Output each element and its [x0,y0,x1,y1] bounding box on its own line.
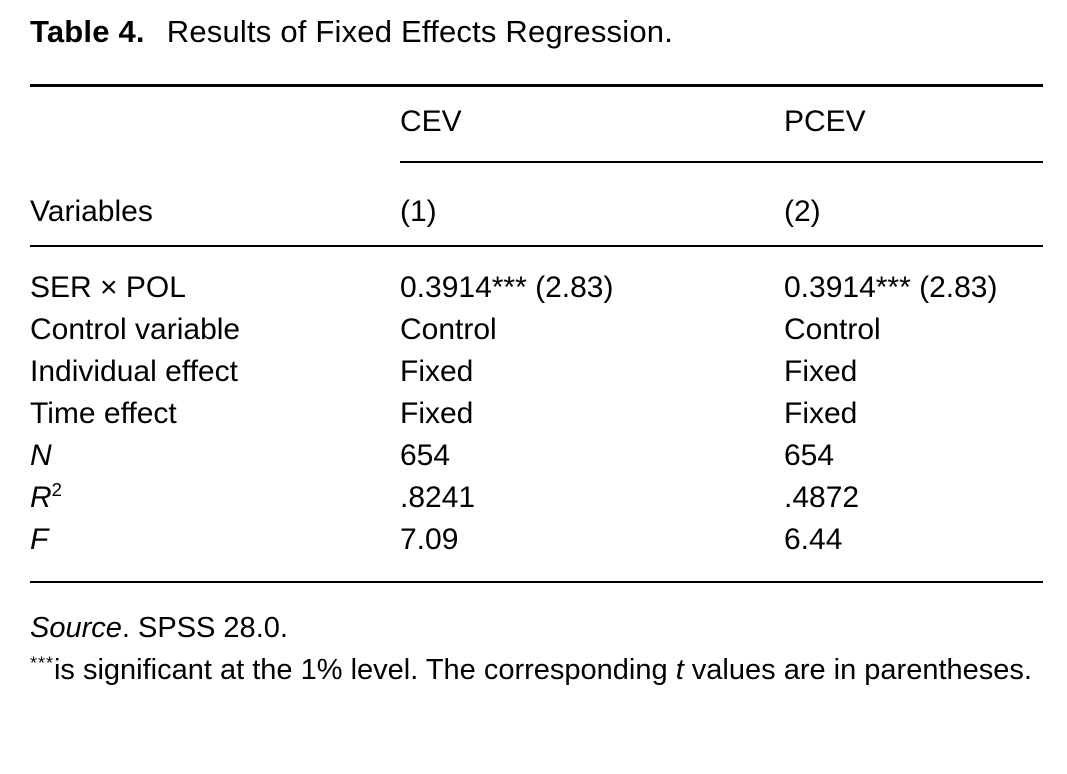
model-1-header: (1) [400,195,437,228]
source-label: Source [30,612,122,644]
cell-pcev-time-effect: Fixed [784,397,858,430]
column-group-underline [400,161,1043,163]
row-label-individual-effect: Individual effect [30,355,238,388]
cell-cev-f: 7.09 [400,523,459,556]
header-body-rule [30,245,1043,247]
column-group-rule-row [30,161,1043,163]
model-2-header: (2) [784,195,821,228]
bottom-rule [30,581,1043,583]
cell-cev-time-effect: Fixed [400,397,474,430]
table-title-text: Results of Fixed Effects Regression. [166,14,674,49]
table-title: Table 4. Results of Fixed Effects Regress… [30,10,1043,54]
top-rule [30,84,1043,87]
cell-pcev-n: 654 [784,439,835,472]
cell-cev-control-variable: Control [400,313,497,346]
paper-table-page: Table 4. Results of Fixed Effects Regress… [0,10,1067,691]
variables-header: Variables [30,195,153,228]
column-group-pcev: PCEV [784,105,866,138]
cell-pcev-ser-pol: 0.3914*** (2.83) [784,271,998,304]
r-squared-exponent: 2 [51,479,63,500]
table-notes: Source. SPSS 28.0. ***is significant at … [30,607,1043,691]
significance-text-2: values are in parentheses. [683,654,1032,686]
row-label-n: N [30,439,52,472]
significance-stars: *** [30,652,54,673]
row-label-ser-pol: SER × POL [30,271,186,304]
column-group-header-row: CEV PCEV [30,87,1043,143]
cell-cev-r-squared: .8241 [400,481,476,514]
cell-pcev-r-squared: .4872 [784,481,860,514]
row-label-time-effect: Time effect [30,397,177,430]
r-squared-base: R [30,481,52,514]
t-symbol: t [675,654,684,686]
row-label-control-variable: Control variable [30,313,241,346]
cell-cev-individual-effect: Fixed [400,355,474,388]
row-label-r-squared: R2 [30,477,400,519]
significance-note: ***is significant at the 1% level. The c… [30,649,1043,691]
cell-pcev-control-variable: Control [784,313,881,346]
cell-cev-ser-pol: 0.3914*** (2.83) [400,271,614,304]
significance-text-1: is significant at the 1% level. The corr… [53,654,676,686]
column-group-cev: CEV [400,105,462,138]
source-text: . SPSS 28.0. [121,612,288,644]
row-label-f: F [30,523,49,556]
column-header-row: Variables (1) (2) [30,163,1043,233]
cell-pcev-individual-effect: Fixed [784,355,858,388]
cell-pcev-f: 6.44 [784,523,843,556]
table-number-label: Table 4. [30,14,145,49]
table-body: SER × POL 0.3914*** (2.83) 0.3914*** (2.… [30,247,1043,561]
source-note: Source. SPSS 28.0. [30,607,1043,649]
cell-cev-n: 654 [400,439,451,472]
